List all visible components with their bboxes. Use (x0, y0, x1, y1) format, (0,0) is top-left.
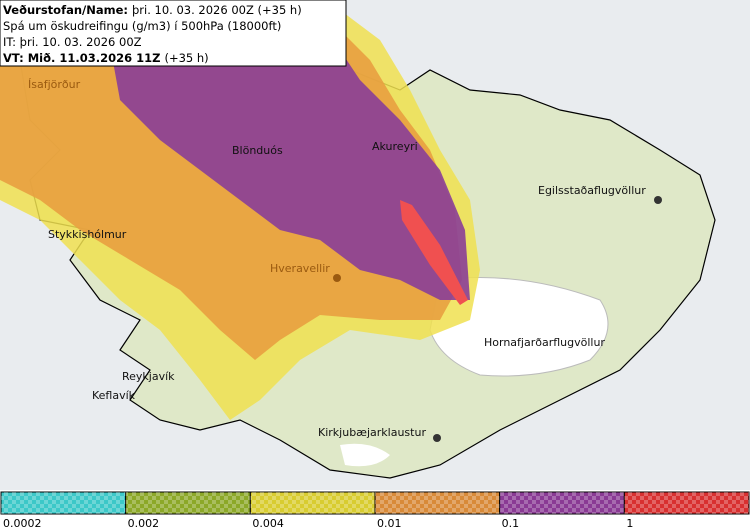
header-bold: VT: Mið. 11.03.2026 11Z (3, 51, 160, 65)
glacier (429, 277, 609, 377)
place-label: Akureyri (372, 140, 418, 153)
place-label: Blönduós (232, 144, 283, 157)
header-text: (+35 h) (164, 51, 208, 65)
legend-pattern (125, 492, 251, 514)
place-label: Keflavík (92, 389, 136, 402)
legend-label: 0.004 (252, 517, 283, 530)
legend-label: 0.002 (128, 517, 159, 530)
place-label: Ísafjörður (28, 78, 81, 91)
legend-label: 1 (626, 517, 633, 530)
legend-pattern (250, 492, 375, 514)
legend-pattern (1, 492, 126, 514)
place-label: Egilsstaðaflugvöllur (538, 184, 646, 197)
legend-pattern (624, 492, 749, 514)
place-label: Stykkishólmur (48, 228, 127, 241)
header-bold: Veðurstofan/Name: (3, 3, 128, 17)
place-marker (654, 196, 662, 204)
place-label: Hveravellir (270, 262, 330, 275)
place-marker (333, 274, 341, 282)
place-marker (433, 434, 441, 442)
glacier (340, 443, 390, 467)
header-box (0, 0, 347, 67)
legend-label: 0.01 (377, 517, 402, 530)
ash-max (400, 200, 468, 305)
ash-high (110, 35, 470, 300)
legend-pattern (375, 492, 500, 514)
header-line: VT: Mið. 11.03.2026 11Z (+35 h) (3, 51, 209, 65)
legend-label: 0.1 (502, 517, 519, 530)
legend-label: 0.0002 (3, 517, 42, 530)
header-text: þri. 10. 03. 2026 00Z (+35 h) (132, 3, 302, 17)
header-line: Veðurstofan/Name: þri. 10. 03. 2026 00Z (… (3, 3, 302, 17)
place-label: Reykjavík (122, 370, 175, 383)
legend: 0.0002 0.002 0.004 0.01 0.1 1 (0, 491, 750, 530)
header-line: Spá um öskudreifingu (g/m3) í 500hPa (18… (3, 19, 281, 33)
legend-pattern (499, 492, 625, 514)
place-label: Kirkjubæjarklaustur (318, 426, 426, 439)
header-line: IT: þri. 10. 03. 2026 00Z (3, 35, 142, 49)
place-label: Hornafjarðarflugvöllur (484, 336, 605, 349)
